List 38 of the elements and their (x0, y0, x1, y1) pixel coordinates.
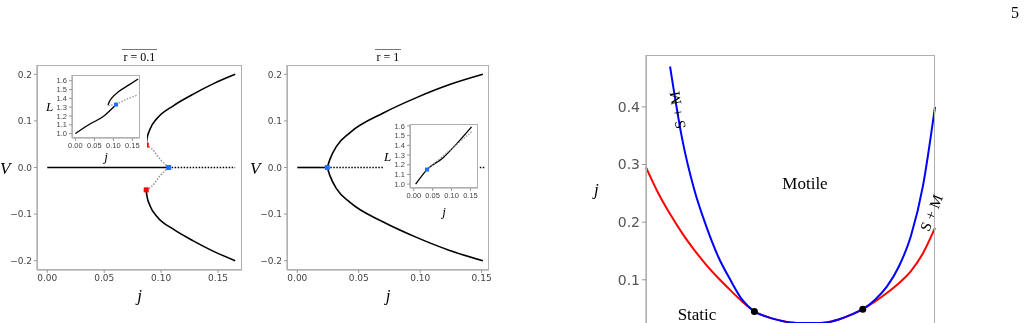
y-tick-label: −0.1 (10, 209, 32, 220)
x-tick-label: 0.15 (471, 273, 492, 284)
x-axis-title: j (440, 204, 447, 219)
y-tick-label: 0.1 (617, 271, 640, 288)
annotation: Motile (782, 173, 828, 193)
y-axis-title: L (383, 148, 392, 164)
y-tick-label: 0.0 (267, 162, 283, 173)
text: 5 (1011, 4, 1019, 22)
y-tick-label: 0.0 (17, 162, 33, 173)
y-tick-label: 0.2 (17, 69, 32, 80)
y-tick-label: −0.2 (10, 255, 32, 266)
x-tick-label: 0.15 (208, 273, 229, 284)
y-tick-label: 0.1 (267, 116, 282, 127)
annotation: S + M (666, 90, 689, 131)
x-axis-title: j (383, 286, 391, 305)
y-tick-label: 0.4 (617, 98, 641, 115)
x-axis-title: j (102, 149, 109, 164)
y-axis-title: V (250, 158, 263, 178)
y-axis-title: V (0, 158, 13, 178)
chart-title: r = 1 (374, 49, 402, 64)
y-tick-label: 0.1 (17, 116, 32, 127)
y-tick-label: 0.2 (617, 214, 640, 231)
x-tick-label: 0.05 (94, 273, 115, 284)
y-axis-title: L (45, 99, 54, 115)
annotation: Static (677, 304, 717, 323)
x-tick-label: 0.10 (410, 273, 431, 284)
y-tick-label: 0.2 (267, 69, 282, 80)
x-tick-label: 0.00 (37, 273, 58, 284)
x-tick-label: 0.05 (348, 273, 369, 284)
y-tick-label: −0.2 (260, 255, 282, 266)
x-tick-label: 0.00 (287, 273, 308, 284)
y-tick-label: −0.1 (260, 209, 282, 220)
x-tick-label: 0.10 (151, 273, 172, 284)
annotation: S + M (917, 192, 946, 234)
y-tick-label: 0.3 (617, 156, 640, 173)
chart-title: r = 0.1 (121, 49, 158, 64)
y-axis-title: j (592, 180, 599, 200)
x-axis-title: j (135, 286, 143, 305)
